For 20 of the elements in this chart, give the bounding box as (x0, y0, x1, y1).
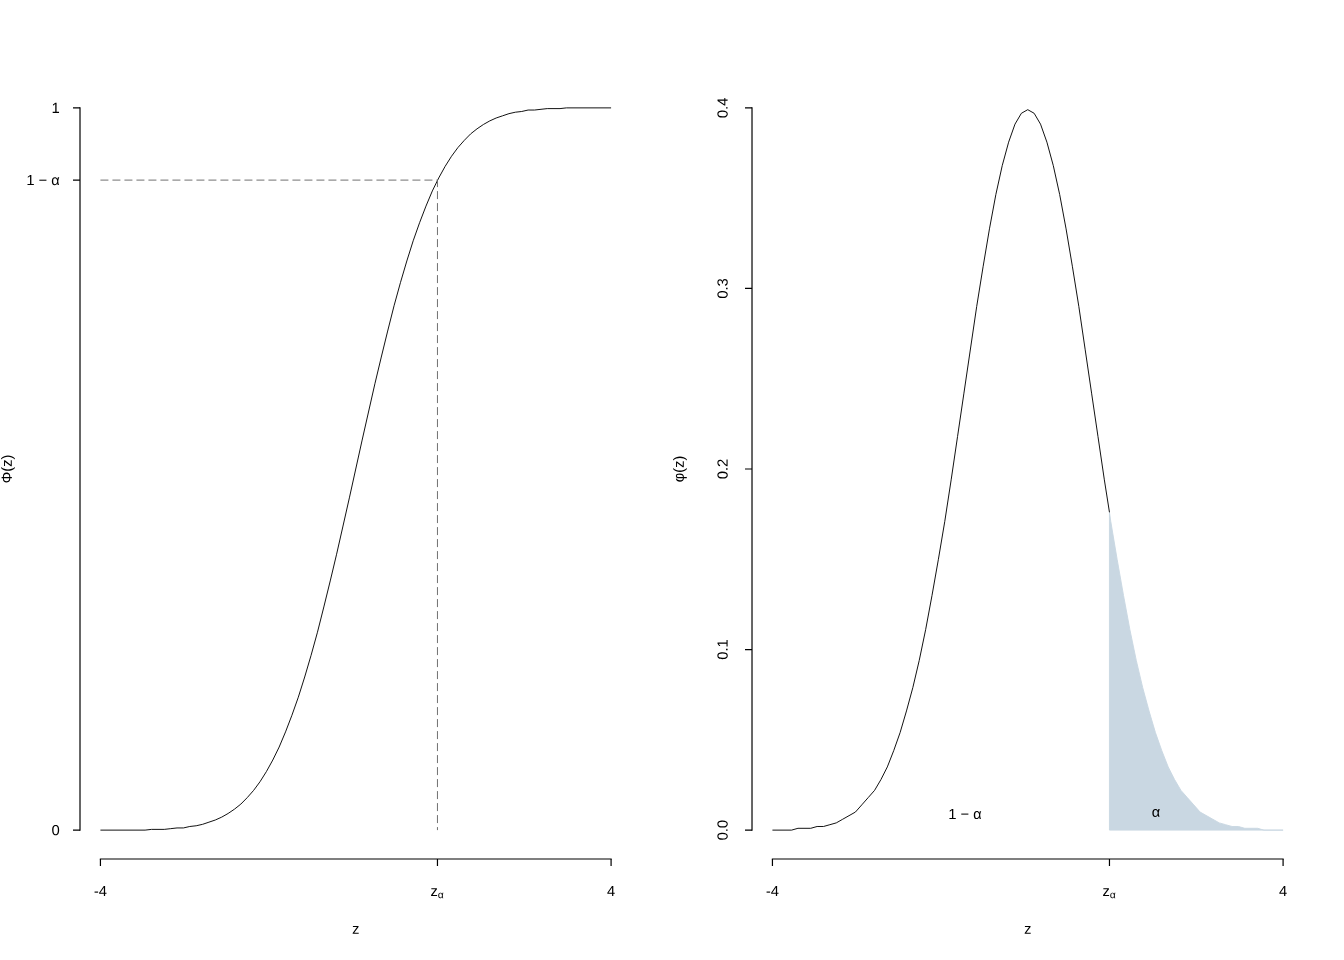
x-tick-label: z$_{α}$ (1103, 888, 1116, 899)
y-axis-title: Φ(z) (1, 455, 15, 483)
y-tick-label: 0.2 (717, 459, 728, 479)
annotation: α (1152, 808, 1160, 817)
y-tick-label: 0.0 (717, 820, 728, 840)
y-axis-title: φ(z) (673, 456, 687, 482)
x-axis-title: z (1024, 926, 1031, 934)
x-tick-label: -4 (766, 885, 779, 896)
y-tick-label: 0.4 (717, 98, 728, 118)
y-tick-label: 0.1 (717, 640, 728, 660)
x-axis-title: z (352, 926, 359, 934)
x-tick-label: 4 (1279, 885, 1287, 896)
x-tick-label: z$_{α}$ (431, 888, 444, 899)
x-tick-label: 4 (607, 885, 615, 896)
y-tick-label: 1 (52, 102, 60, 113)
y-tick-label: 1 − α (27, 175, 60, 186)
y-tick-label: 0.3 (717, 278, 728, 299)
y-tick-label: 0 (52, 824, 60, 836)
x-tick-label: -4 (94, 885, 107, 896)
annotation: 1 − α (949, 808, 982, 820)
